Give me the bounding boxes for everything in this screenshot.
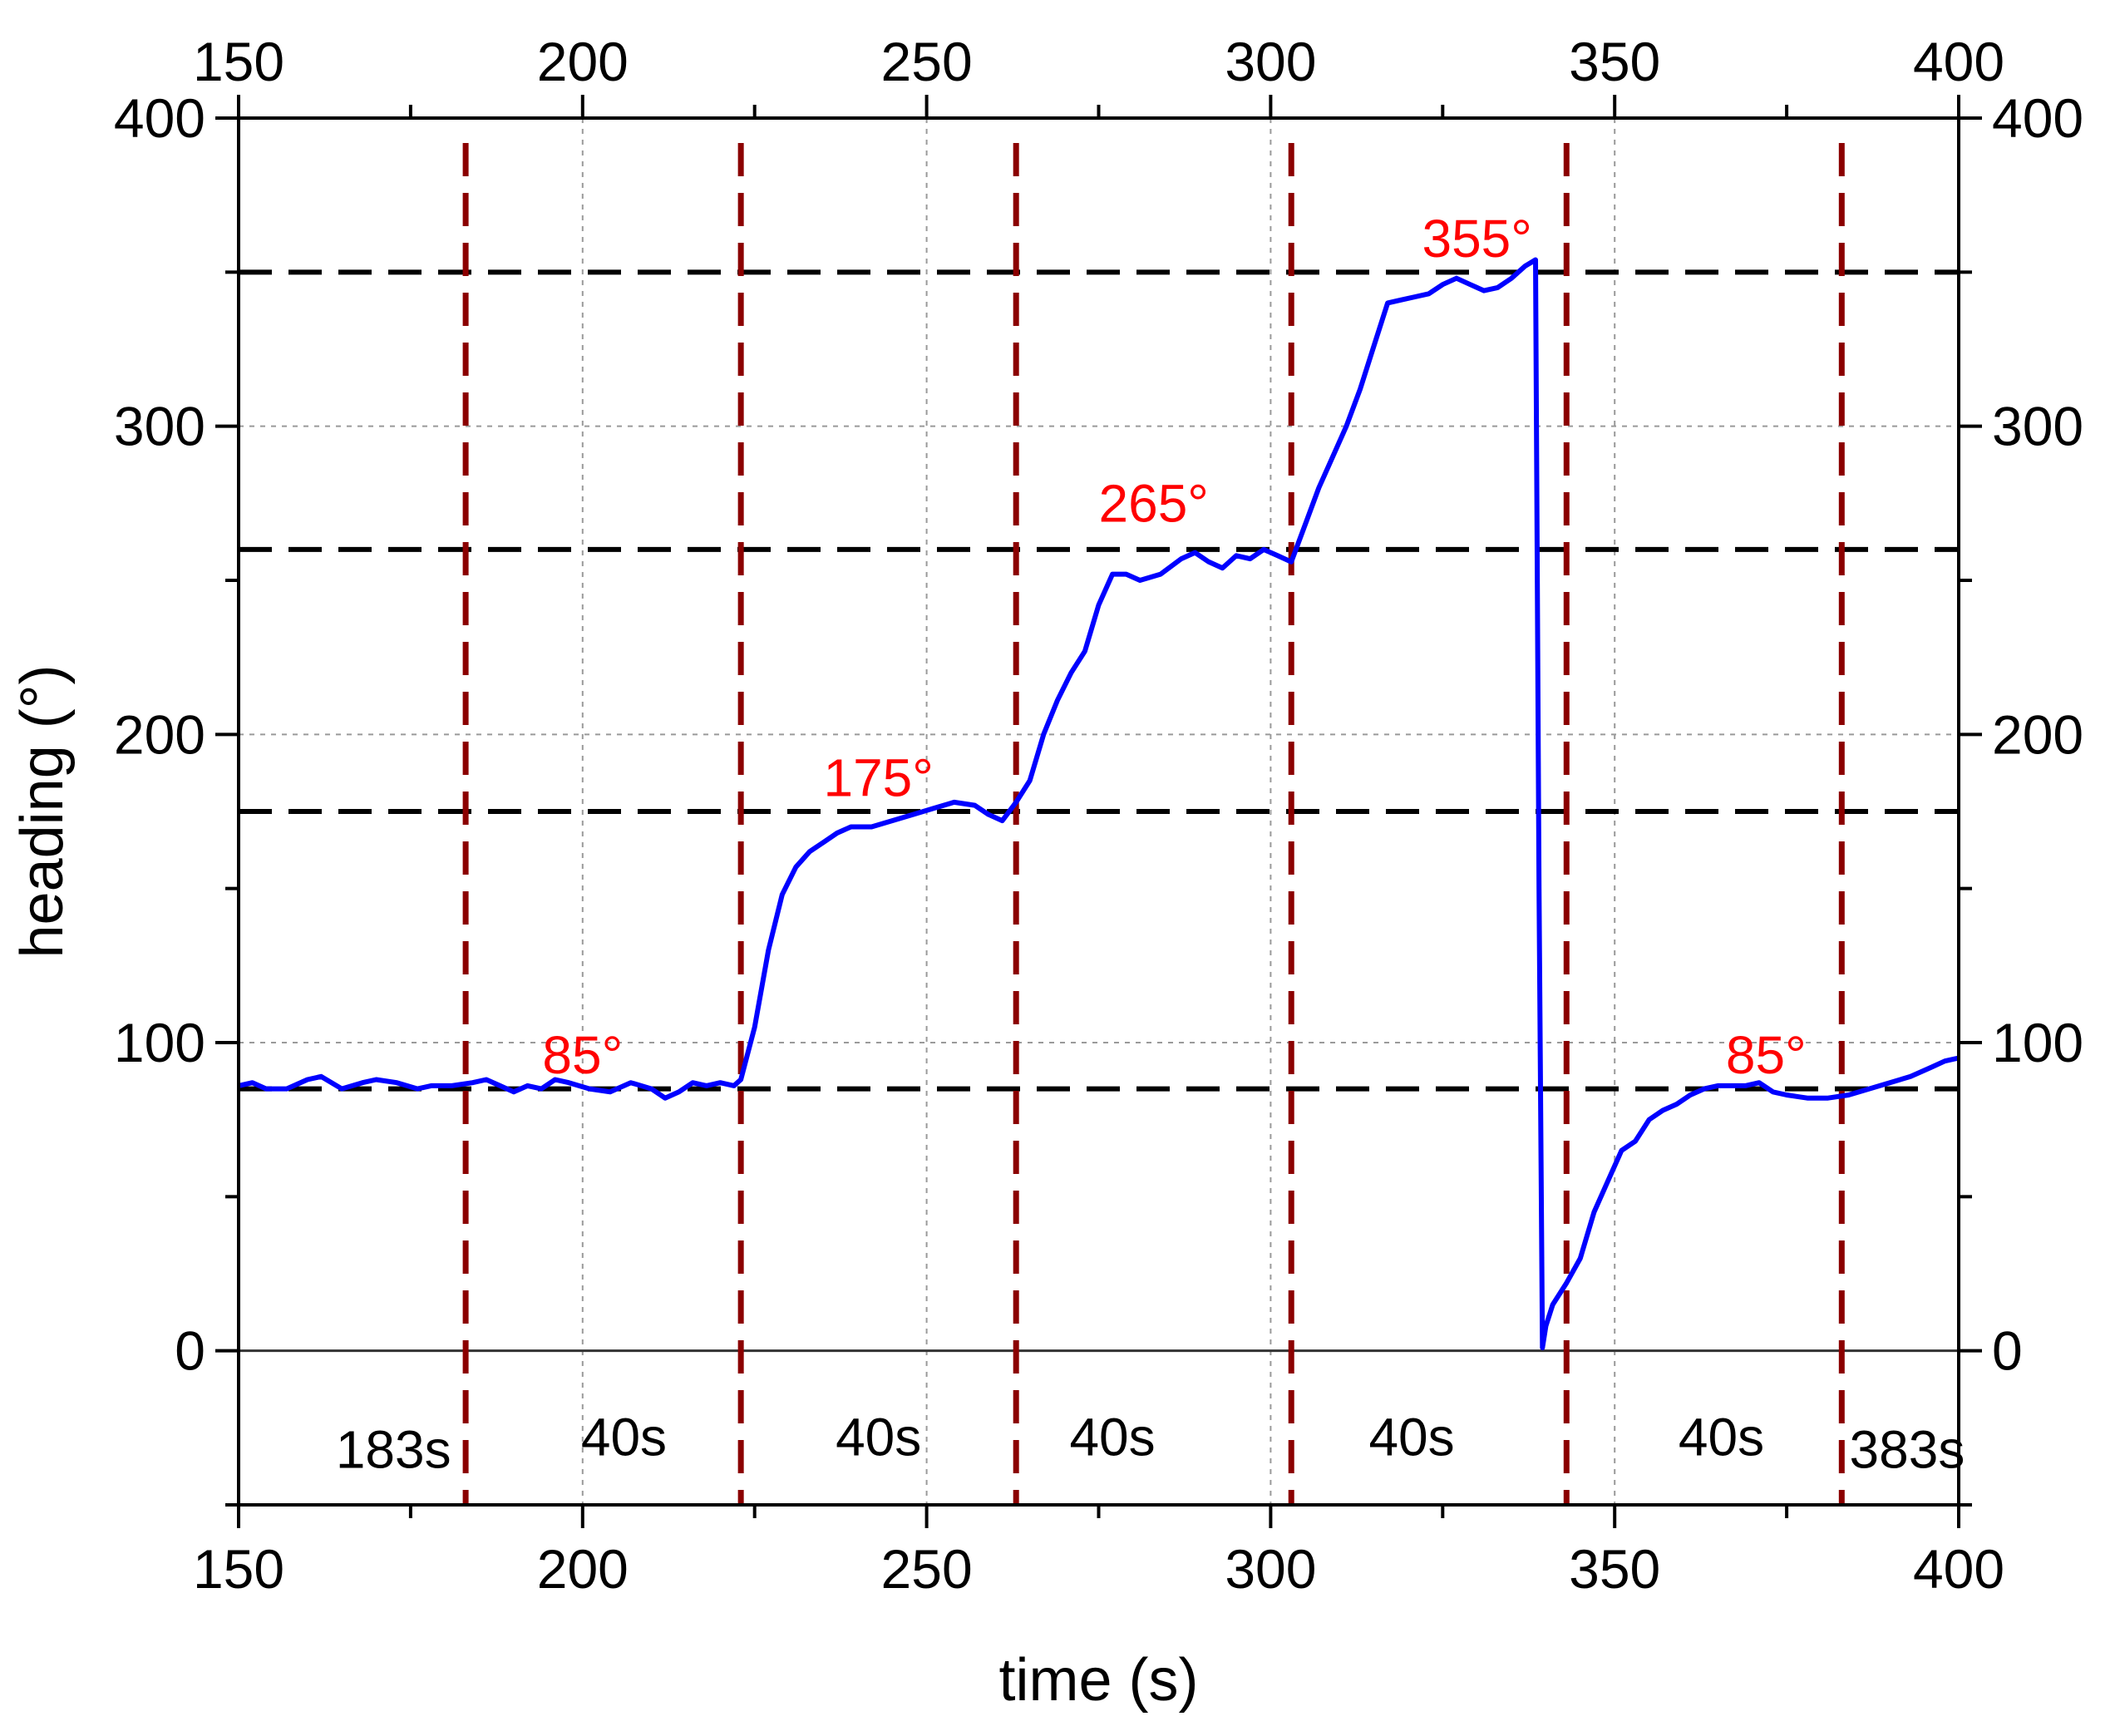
y-axis-title: heading (°) — [9, 664, 76, 958]
duration-label: 40s — [1069, 1408, 1155, 1467]
heading-annotation: 175° — [823, 747, 933, 807]
y-tick-label-right: 0 — [1992, 1320, 2023, 1382]
x-tick-label-bottom: 250 — [881, 1538, 973, 1600]
x-tick-label-bottom: 350 — [1569, 1538, 1660, 1600]
x-tick-label-bottom: 300 — [1225, 1538, 1316, 1600]
y-tick-label-right: 400 — [1992, 87, 2083, 149]
heading-annotation: 85° — [542, 1025, 623, 1085]
x-axis-title: time (s) — [999, 1647, 1199, 1714]
series-layer — [238, 257, 1960, 1350]
duration-label: 40s — [581, 1408, 667, 1467]
x-tick-label-top: 300 — [1225, 31, 1316, 92]
x-tick-label-bottom: 200 — [537, 1538, 629, 1600]
x-tick-label-top: 200 — [537, 31, 629, 92]
y-tick-label-left: 400 — [114, 87, 205, 149]
y-tick-label-left: 0 — [175, 1320, 205, 1382]
axis-ticks — [215, 95, 1982, 1528]
phase-boundary-lines — [462, 143, 1845, 1505]
x-tick-label-top: 250 — [881, 31, 973, 92]
y-tick-label-right: 200 — [1992, 703, 2083, 765]
x-tick-label-bottom: 400 — [1913, 1538, 2004, 1600]
annotations: 85° 175° 265° 355° 85° 183s 40s 40s 40s 40s 40s 383… — [336, 209, 1965, 1480]
x-tick-label-top: 350 — [1569, 31, 1660, 92]
y-tick-label-right: 300 — [1992, 396, 2083, 457]
duration-label: 40s — [1679, 1408, 1764, 1467]
x-tick-label-top: 400 — [1913, 31, 2004, 92]
duration-label: 383s — [1850, 1420, 1965, 1480]
y-tick-label-left: 100 — [114, 1012, 205, 1073]
duration-label: 40s — [836, 1408, 921, 1467]
heading-annotation: 85° — [1726, 1025, 1807, 1085]
heading-annotation: 355° — [1422, 209, 1531, 269]
duration-label: 40s — [1368, 1408, 1454, 1467]
y-tick-label-left: 300 — [114, 396, 205, 457]
reference-heading-lines — [239, 269, 1959, 1092]
y-tick-label-right: 100 — [1992, 1012, 2083, 1073]
heading-series-line — [238, 257, 1960, 1350]
x-tick-label-bottom: 150 — [193, 1538, 284, 1600]
x-tick-label-top: 150 — [193, 31, 284, 92]
y-tick-label-left: 200 — [114, 703, 205, 765]
duration-label: 183s — [336, 1420, 451, 1480]
heading-annotation: 265° — [1099, 474, 1209, 534]
